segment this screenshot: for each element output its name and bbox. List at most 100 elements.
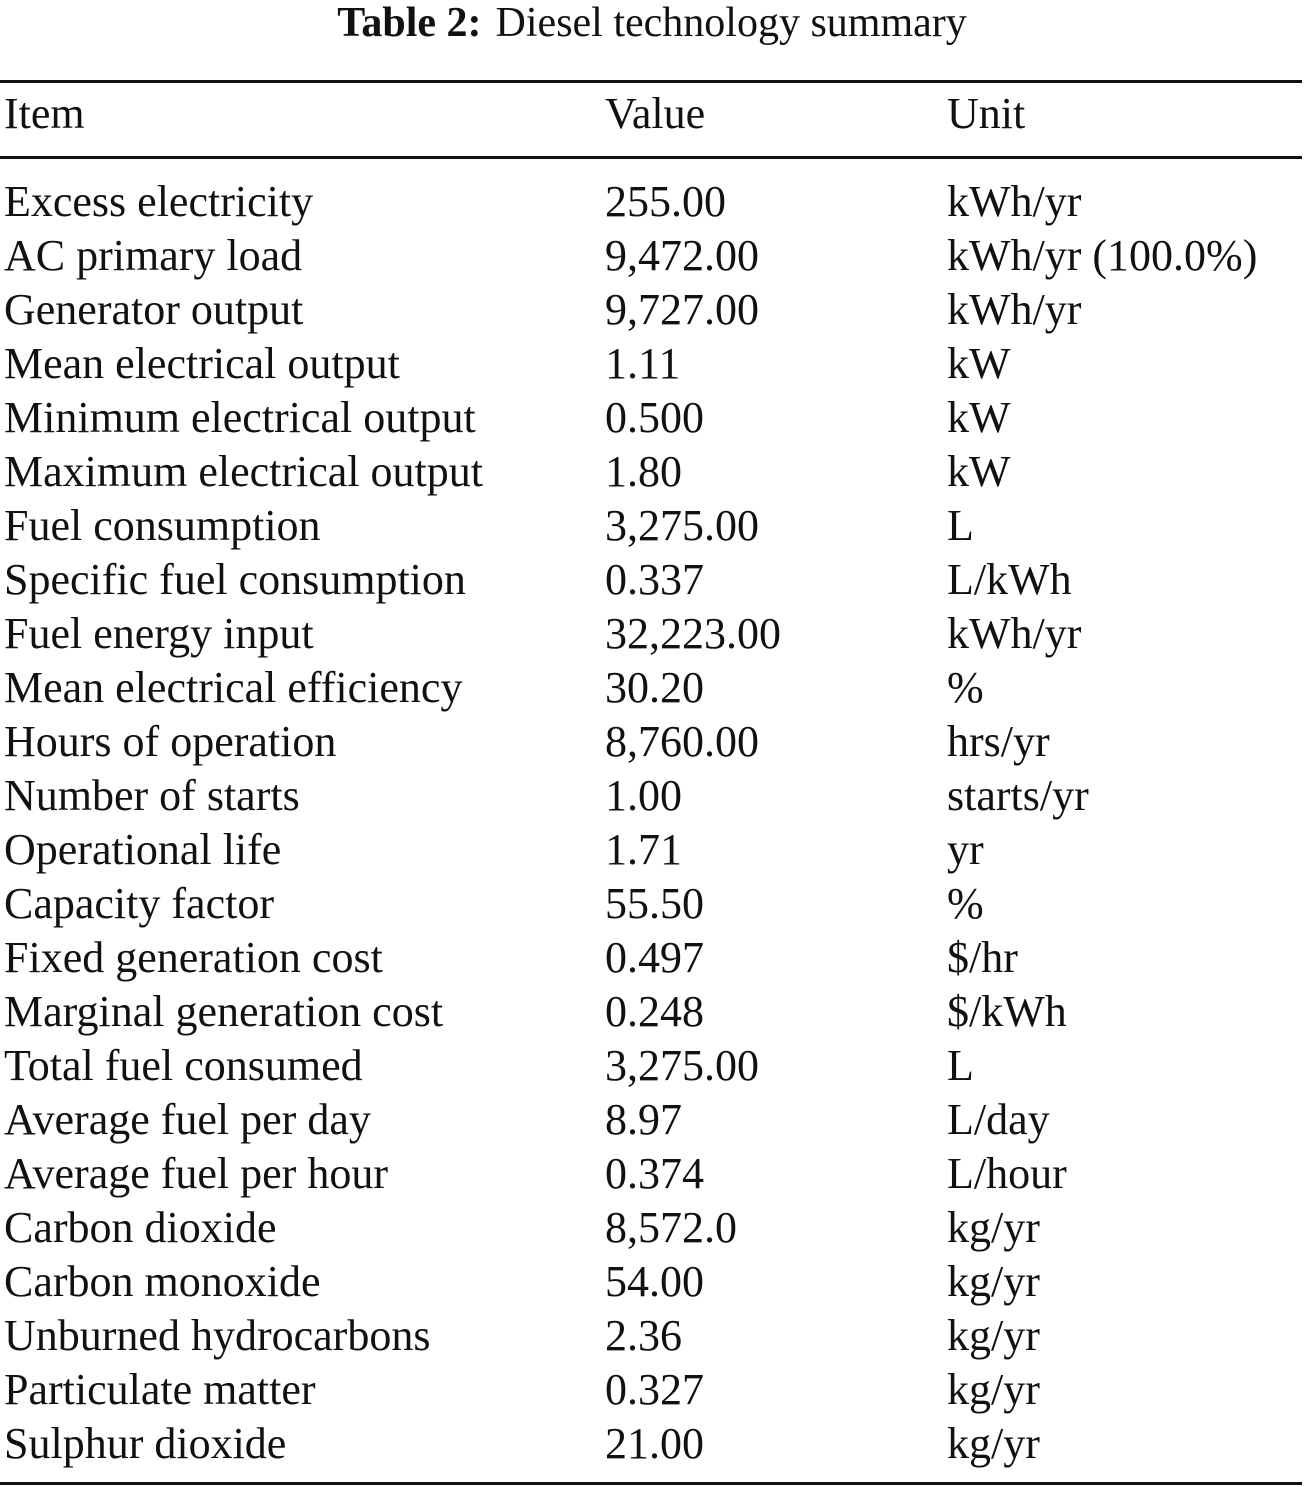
row-unit-cell: % xyxy=(947,879,984,928)
row-item-cell: Carbon monoxide xyxy=(4,1257,321,1306)
table-row: Maximum electrical output 1.80 kW xyxy=(0,445,1304,499)
table-row: Particulate matter 0.327 kg/yr xyxy=(0,1363,1304,1417)
table-row: Minimum electrical output 0.500 kW xyxy=(0,391,1304,445)
row-unit-cell: kWh/yr xyxy=(947,177,1082,226)
row-item-cell: Fuel consumption xyxy=(4,501,321,550)
table-row: Average fuel per day 8.97 L/day xyxy=(0,1093,1304,1147)
row-value-cell: 255.00 xyxy=(605,177,726,226)
table-row: Carbon monoxide 54.00 kg/yr xyxy=(0,1255,1304,1309)
row-item-cell: Average fuel per hour xyxy=(4,1149,388,1198)
caption-title: Diesel technology summary xyxy=(495,0,967,46)
row-value-cell: 1.00 xyxy=(605,771,682,820)
table-body: Excess electricity 255.00 kWh/yr AC primary… xyxy=(0,175,1304,1471)
row-item-cell: Fixed generation cost xyxy=(4,933,383,982)
row-item-cell: Particulate matter xyxy=(4,1365,316,1414)
row-value-cell: 8.97 xyxy=(605,1095,682,1144)
row-unit-cell: $/kWh xyxy=(947,987,1067,1036)
table-row: Excess electricity 255.00 kWh/yr xyxy=(0,175,1304,229)
table-row: Mean electrical output 1.11 kW xyxy=(0,337,1304,391)
bottom-rule xyxy=(0,1482,1302,1485)
table-row: AC primary load 9,472.00 kWh/yr (100.0%) xyxy=(0,229,1304,283)
row-value-cell: 8,760.00 xyxy=(605,717,759,766)
row-value-cell: 0.337 xyxy=(605,555,704,604)
table-row: Sulphur dioxide 21.00 kg/yr xyxy=(0,1417,1304,1471)
row-value-cell: 0.500 xyxy=(605,393,704,442)
table-row: Total fuel consumed 3,275.00 L xyxy=(0,1039,1304,1093)
row-item-cell: Fuel energy input xyxy=(4,609,314,658)
table-row: Average fuel per hour 0.374 L/hour xyxy=(0,1147,1304,1201)
header-rule xyxy=(0,156,1302,159)
column-header-unit: Unit xyxy=(947,89,1026,138)
row-item-cell: Carbon dioxide xyxy=(4,1203,277,1252)
row-item-cell: Capacity factor xyxy=(4,879,274,928)
row-value-cell: 21.00 xyxy=(605,1419,704,1468)
row-value-cell: 54.00 xyxy=(605,1257,704,1306)
table-row: Hours of operation 8,760.00 hrs/yr xyxy=(0,715,1304,769)
row-unit-cell: kg/yr xyxy=(947,1419,1040,1468)
row-item-cell: Sulphur dioxide xyxy=(4,1419,287,1468)
row-unit-cell: L xyxy=(947,501,974,550)
row-unit-cell: kg/yr xyxy=(947,1311,1040,1360)
row-value-cell: 0.327 xyxy=(605,1365,704,1414)
row-item-cell: Mean electrical output xyxy=(4,339,400,388)
table-row: Carbon dioxide 8,572.0 kg/yr xyxy=(0,1201,1304,1255)
row-unit-cell: kW xyxy=(947,393,1011,442)
row-unit-cell: kg/yr xyxy=(947,1257,1040,1306)
top-rule xyxy=(0,80,1302,83)
row-value-cell: 0.374 xyxy=(605,1149,704,1198)
column-header-item: Item xyxy=(4,89,85,138)
row-unit-cell: starts/yr xyxy=(947,771,1089,820)
row-item-cell: Excess electricity xyxy=(4,177,314,226)
row-item-cell: Mean electrical efficiency xyxy=(4,663,463,712)
table-row: Generator output 9,727.00 kWh/yr xyxy=(0,283,1304,337)
row-value-cell: 0.497 xyxy=(605,933,704,982)
table-row: Marginal generation cost 0.248 $/kWh xyxy=(0,985,1304,1039)
row-value-cell: 9,727.00 xyxy=(605,285,759,334)
row-item-cell: Minimum electrical output xyxy=(4,393,476,442)
row-item-cell: Marginal generation cost xyxy=(4,987,444,1036)
row-item-cell: Operational life xyxy=(4,825,282,874)
table-header-row: Item Value Unit xyxy=(0,86,1304,146)
table-row: Fuel consumption 3,275.00 L xyxy=(0,499,1304,553)
row-unit-cell: L/hour xyxy=(947,1149,1067,1198)
row-item-cell: Maximum electrical output xyxy=(4,447,483,496)
table-row: Number of starts 1.00 starts/yr xyxy=(0,769,1304,823)
row-item-cell: Specific fuel consumption xyxy=(4,555,466,604)
row-unit-cell: $/hr xyxy=(947,933,1018,982)
row-value-cell: 3,275.00 xyxy=(605,501,759,550)
table-row: Capacity factor 55.50% xyxy=(0,877,1304,931)
table-row: Specific fuel consumption 0.337 L/kWh xyxy=(0,553,1304,607)
row-item-cell: Number of starts xyxy=(4,771,300,820)
row-unit-cell: % xyxy=(947,663,984,712)
row-value-cell: 1.80 xyxy=(605,447,682,496)
row-item-cell: Hours of operation xyxy=(4,717,337,766)
row-value-cell: 1.11 xyxy=(605,339,681,388)
caption-label: Table 2: xyxy=(337,0,482,46)
row-value-cell: 8,572.0 xyxy=(605,1203,737,1252)
row-unit-cell: kWh/yr (100.0%) xyxy=(947,231,1258,280)
row-unit-cell: kWh/yr xyxy=(947,285,1082,334)
row-unit-cell: kWh/yr xyxy=(947,609,1082,658)
row-unit-cell: kg/yr xyxy=(947,1203,1040,1252)
row-item-cell: Average fuel per day xyxy=(4,1095,371,1144)
table-row: Fuel energy input 32,223.00 kWh/yr xyxy=(0,607,1304,661)
table-row: Mean electrical efficiency 30.20% xyxy=(0,661,1304,715)
row-value-cell: 55.50 xyxy=(605,879,704,928)
row-value-cell: 9,472.00 xyxy=(605,231,759,280)
row-item-cell: Total fuel consumed xyxy=(4,1041,363,1090)
row-unit-cell: L xyxy=(947,1041,974,1090)
table-caption: Table 2: Diesel technology summary xyxy=(0,0,1304,52)
row-value-cell: 3,275.00 xyxy=(605,1041,759,1090)
row-value-cell: 2.36 xyxy=(605,1311,682,1360)
table-row: Unburned hydrocarbons 2.36 kg/yr xyxy=(0,1309,1304,1363)
row-value-cell: 0.248 xyxy=(605,987,704,1036)
row-item-cell: Generator output xyxy=(4,285,304,334)
table-row: Fixed generation cost 0.497 $/hr xyxy=(0,931,1304,985)
row-unit-cell: L/kWh xyxy=(947,555,1072,604)
table-row: Operational life 1.71 yr xyxy=(0,823,1304,877)
row-value-cell: 32,223.00 xyxy=(605,609,781,658)
row-item-cell: AC primary load xyxy=(4,231,303,280)
row-item-cell: Unburned hydrocarbons xyxy=(4,1311,431,1360)
column-header-value: Value xyxy=(605,89,706,138)
row-value-cell: 1.71 xyxy=(605,825,682,874)
